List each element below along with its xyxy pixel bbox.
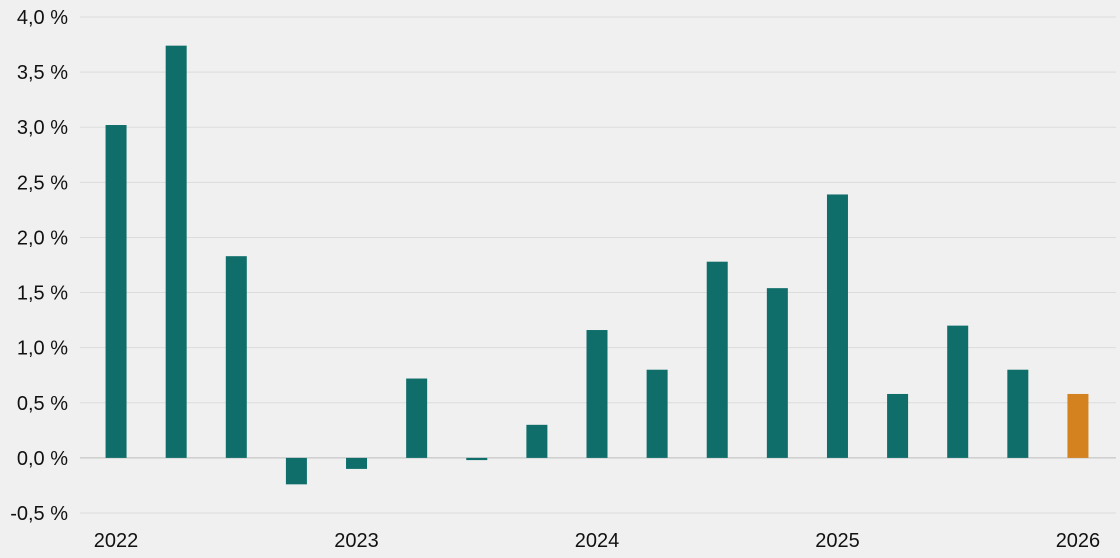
bar-2 xyxy=(165,45,187,458)
x-tick-label-2025: 2025 xyxy=(815,530,860,552)
bar-17 xyxy=(1067,393,1089,458)
bar-10 xyxy=(646,369,668,458)
bar-16 xyxy=(1007,369,1029,458)
bar-14 xyxy=(887,393,909,458)
y-tick-label: 3,0 % xyxy=(17,117,68,139)
bar-12 xyxy=(766,288,788,458)
y-tick-label: 2,0 % xyxy=(17,227,68,249)
bar-6 xyxy=(406,378,428,458)
y-tick-label: 1,5 % xyxy=(17,283,68,305)
y-tick-label: 4,0 % xyxy=(17,7,68,29)
bars xyxy=(105,45,1089,485)
bar-7 xyxy=(466,457,488,461)
y-tick-label: 3,5 % xyxy=(17,62,68,84)
y-axis: -0,5 % 0,0 % 0,5 % 1,0 % 1,5 % 2,0 % 2,5 % 3,0 … xyxy=(10,7,68,525)
y-tick-label: -0,5 % xyxy=(10,503,68,525)
bar-5 xyxy=(346,457,368,469)
x-tick-label-2026: 2026 xyxy=(1056,530,1101,552)
bar-9 xyxy=(586,330,608,458)
bar-4 xyxy=(285,457,307,485)
x-tick-label-2024: 2024 xyxy=(575,530,620,552)
gridlines xyxy=(80,16,1116,514)
bar-13 xyxy=(826,194,848,458)
x-tick-label-2023: 2023 xyxy=(334,530,379,552)
bar-3 xyxy=(225,256,247,458)
bar-1 xyxy=(105,125,127,458)
bar-15 xyxy=(947,325,969,458)
y-tick-label: 0,0 % xyxy=(17,448,68,470)
y-tick-label: 1,0 % xyxy=(17,338,68,360)
bar-8 xyxy=(526,424,548,458)
x-axis: 2022 2023 2024 2025 2026 xyxy=(94,530,1100,552)
bar-11 xyxy=(706,261,728,458)
y-tick-label: 2,5 % xyxy=(17,172,68,194)
x-tick-label-2022: 2022 xyxy=(94,530,139,552)
y-tick-label: 0,5 % xyxy=(17,393,68,415)
